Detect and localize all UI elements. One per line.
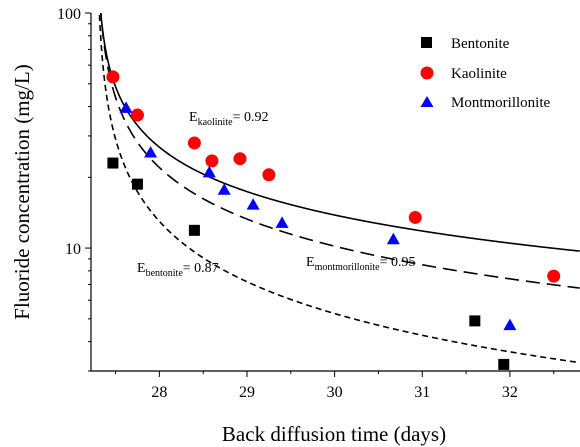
point-kaolinite [408, 210, 422, 224]
legend-bentonite-label: Bentonite [451, 36, 510, 52]
point-bentonite [498, 358, 510, 370]
point-bentonite [188, 224, 200, 236]
x-tick-label: 30 [327, 384, 343, 401]
point-montmorillonite [246, 198, 260, 210]
point-montmorillonite [119, 101, 133, 113]
point-kaolinite [106, 70, 120, 84]
x-tick-label: 31 [414, 384, 430, 401]
fit-curve-kaolinite [100, 13, 580, 252]
point-montmorillonite [144, 146, 158, 158]
point-bentonite [131, 178, 143, 190]
point-kaolinite [233, 152, 247, 166]
x-tick-label: 32 [502, 384, 518, 401]
legend-bentonite-marker [421, 37, 432, 48]
x-ticks: 28 29 30 31 32 [115, 371, 555, 401]
label-kaolinite-fit: Ekaolinite= 0.92 [189, 110, 268, 128]
point-bentonite [469, 315, 481, 327]
fit-curve-bentonite [98, 13, 580, 364]
point-kaolinite [547, 269, 561, 283]
x-tick-label: 28 [151, 384, 167, 401]
data-points [106, 70, 561, 370]
point-kaolinite [130, 108, 144, 122]
fitted-curves [98, 13, 580, 364]
point-montmorillonite [217, 183, 231, 195]
point-montmorillonite [386, 232, 400, 245]
x-axis-title: Back diffusion time (days) [222, 422, 446, 446]
point-bentonite [107, 157, 119, 169]
y-tick-label: 10 [65, 241, 81, 258]
legend-montmorillonite-marker [420, 96, 434, 107]
legend-kaolinite-marker [420, 66, 434, 80]
x-tick-label: 29 [239, 384, 255, 401]
point-kaolinite [205, 154, 219, 168]
label-bentonite-fit: Ebentonite= 0.87 [137, 261, 219, 279]
legend-kaolinite-label: Kaolinite [451, 66, 507, 82]
point-montmorillonite [275, 216, 289, 228]
legend-montmorillonite-label: Montmorillonite [451, 95, 551, 111]
y-axis-title: Fluoride concentration (mg/L) [10, 64, 34, 319]
y-ticks: 10 100 [57, 6, 91, 372]
point-montmorillonite [503, 318, 517, 331]
y-tick-label: 100 [57, 6, 81, 23]
legend: Bentonite Kaolinite Montmorillonite [420, 36, 551, 111]
point-montmorillonite [202, 165, 216, 178]
point-kaolinite [262, 168, 276, 182]
label-montmorillonite-fit: Emontmorillonite= 0.95 [306, 255, 415, 273]
point-kaolinite [187, 136, 201, 150]
